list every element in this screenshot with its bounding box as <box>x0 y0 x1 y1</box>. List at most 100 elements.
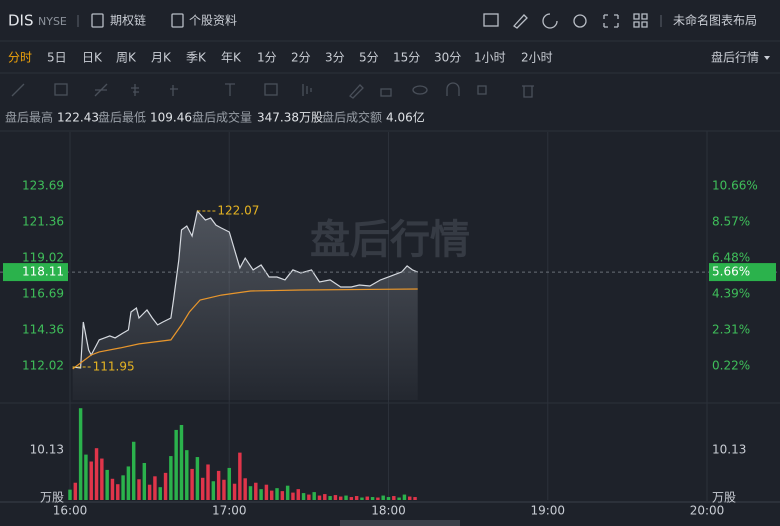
volume-unit: 万股 <box>40 491 64 505</box>
volume-bar <box>248 486 253 500</box>
volume-bar <box>131 441 136 500</box>
volume-bar <box>296 489 300 500</box>
y2-tick-label: 0.22% <box>712 358 750 372</box>
volume-bar <box>84 454 88 500</box>
period[interactable]: 15分 <box>393 51 420 65</box>
volume-bar <box>89 461 93 500</box>
icon[interactable] <box>633 13 648 28</box>
volume-bar <box>264 484 269 500</box>
stat-label: 盘后成交量 <box>192 110 252 125</box>
volume-bar <box>275 488 279 500</box>
volume-bar <box>323 494 327 500</box>
volume-bar <box>381 495 385 500</box>
price-area <box>72 211 418 400</box>
volume-bar <box>259 489 263 500</box>
y2-tick-label: 10.13 <box>712 443 746 457</box>
x-tick-label: 18:00 <box>371 504 406 518</box>
header-link[interactable]: 个股资料 <box>189 14 237 28</box>
volume-bar <box>126 466 131 500</box>
average-line <box>72 288 418 370</box>
period-bar: 分时 5日 日K 周K 月K 季K 年K 1分 2分 3分 5分 15分 30分 1小时 2小时 <box>8 51 553 65</box>
period[interactable]: 周K <box>116 51 137 65</box>
icon[interactable] <box>542 13 558 29</box>
period[interactable]: 分时 <box>8 51 32 65</box>
y2-tick-label: 6.48% <box>712 251 750 265</box>
volume-bar <box>312 492 316 500</box>
tool <box>131 84 139 96</box>
volume-bar <box>344 495 348 500</box>
volume-bar <box>68 489 72 500</box>
period[interactable]: 日K <box>82 51 103 65</box>
toolbar-icons[interactable] <box>483 13 648 29</box>
volume-bar <box>413 497 417 500</box>
x-tick-label: 16:00 <box>53 504 88 518</box>
volume-bar <box>179 424 184 500</box>
tool <box>94 83 108 97</box>
volume-bar <box>386 497 391 500</box>
volume-bar <box>137 479 141 500</box>
last-price-box <box>3 263 68 282</box>
period[interactable]: 1分 <box>257 51 277 65</box>
header-link[interactable]: 期权链 <box>110 13 146 28</box>
tool <box>522 85 534 98</box>
y2-tick-label: 4.39% <box>712 287 750 301</box>
volume-bar <box>328 496 332 500</box>
volume-bar <box>397 497 401 500</box>
period[interactable]: 1小时 <box>474 51 506 65</box>
tool <box>446 82 460 96</box>
plot: 16:00 17:00 18:00 19:00 20:00 盘后行情 123.69 121.3… <box>0 132 780 518</box>
y-tick-label: 116.69 <box>22 286 64 300</box>
y-tick-label: 114.36 <box>22 322 64 336</box>
volume-bar <box>153 476 157 500</box>
icon[interactable] <box>603 14 619 28</box>
layout-name[interactable]: 未命名图表布局 <box>673 13 757 28</box>
volume-bar <box>370 497 375 500</box>
volume-bar <box>285 485 290 500</box>
period-right[interactable]: 盘后行情 <box>711 50 759 65</box>
tool <box>380 88 392 97</box>
volume-bar <box>200 477 205 500</box>
watermark: 盘后行情 <box>310 217 470 263</box>
volume-bar <box>169 456 173 500</box>
volume-bar <box>110 478 115 500</box>
volume-bar <box>333 495 338 500</box>
period[interactable]: 2分 <box>291 51 311 65</box>
period[interactable]: 3分 <box>325 51 345 65</box>
y2-tick-label: 2.31% <box>712 322 750 336</box>
tool <box>412 85 428 95</box>
tool <box>349 84 364 99</box>
scrollbar[interactable] <box>340 520 460 526</box>
stat-value: 347.38万股 <box>257 111 323 125</box>
volume-bar <box>105 469 109 500</box>
tool <box>54 83 68 96</box>
volume-bar <box>338 496 343 500</box>
volume-bar <box>402 494 407 500</box>
period[interactable]: 5分 <box>359 51 379 65</box>
period[interactable]: 月K <box>151 51 172 65</box>
period[interactable]: 年K <box>221 51 242 65</box>
period[interactable]: 2小时 <box>521 51 553 65</box>
icon[interactable] <box>483 13 499 27</box>
volume-bar <box>147 484 152 500</box>
stat-label: 盘后成交额 <box>322 110 382 125</box>
drawing-tools <box>11 82 534 99</box>
period[interactable]: 30分 <box>434 51 461 65</box>
volume-bar <box>408 496 412 500</box>
volume-bar <box>376 497 380 500</box>
volume-bar <box>211 481 216 500</box>
stat-value: 109.46 <box>150 111 192 125</box>
volume-bar <box>163 472 168 500</box>
volume-bar <box>291 492 295 500</box>
icon[interactable] <box>573 14 587 28</box>
y-tick-label: 10.13 <box>30 443 64 457</box>
tool <box>11 83 25 97</box>
icon[interactable] <box>513 14 528 29</box>
period[interactable]: 5日 <box>47 51 67 65</box>
volume-bar <box>206 464 210 500</box>
last-price: 118.11 <box>22 265 64 279</box>
volume-bar <box>269 490 274 500</box>
volume-bar <box>354 496 359 500</box>
period[interactable]: 季K <box>186 51 207 65</box>
symbol: DIS <box>8 12 34 30</box>
